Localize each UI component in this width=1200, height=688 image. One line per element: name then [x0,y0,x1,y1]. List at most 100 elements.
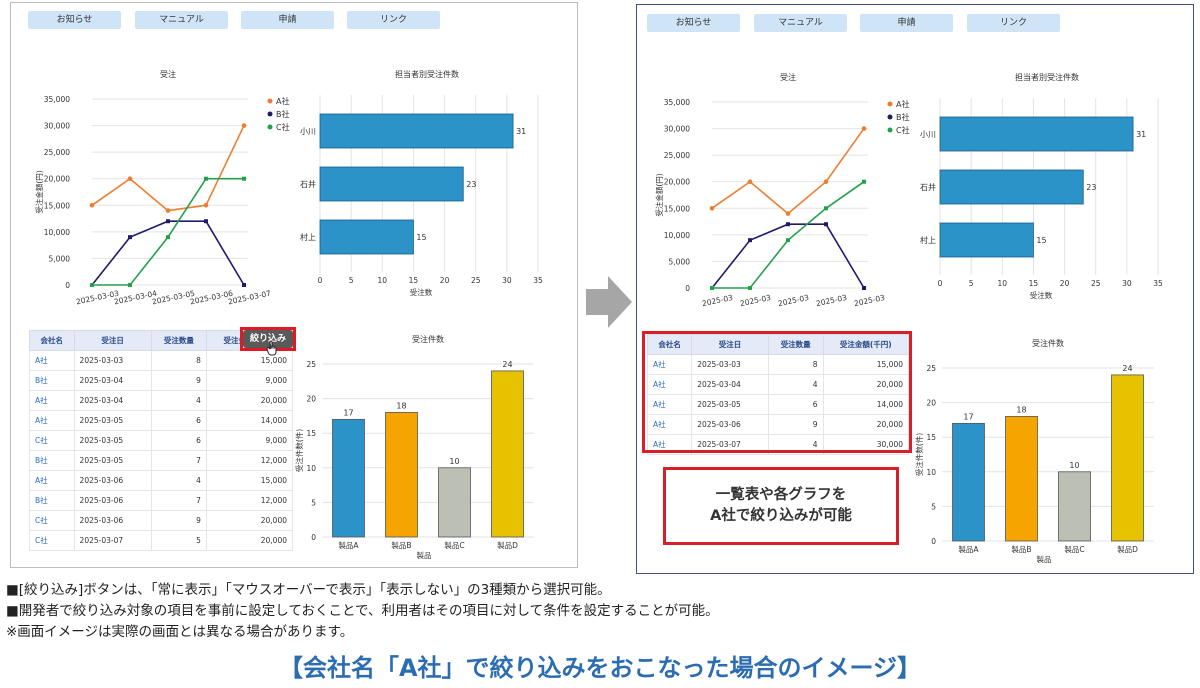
table-cell[interactable]: C社 [29,430,75,451]
nav-tab-manual[interactable]: マニュアル [754,14,847,32]
legend-marker-0 [267,98,273,104]
table-row[interactable]: A社 2025-03-04 4 20,000 [29,390,294,411]
nav-tab-application[interactable]: 申請 [241,11,334,29]
table-cell[interactable]: A社 [29,470,75,491]
table-cell: 12,000 [205,490,294,511]
column-header[interactable]: 受注金額(千円) [822,334,910,355]
orders-line-chart: 受注 35,000 30,000 25,000 20,000 15,000 10,000 5,… [34,69,290,306]
vbar-chart-title: 受注件数 [1032,338,1064,348]
orders-table-filtered: 会社名 受注日 受注数量 受注金額(千円) A社 2025-03-03 8 15,000 A社 2… [646,334,910,455]
callout-line-2: A社で絞り込みが可能 [710,508,852,524]
table-cell: 2025-03-05 [73,430,152,451]
nav-tab-notices[interactable]: お知らせ [28,11,121,29]
y-tick-label: 25 [926,364,936,373]
data-label: 31 [516,127,526,136]
data-label: 18 [1016,405,1026,414]
table-cell[interactable]: B社 [29,490,75,511]
table-cell[interactable]: B社 [29,450,75,471]
table-cell[interactable]: C社 [29,530,75,551]
data-point [748,238,752,243]
x-tick-label: 35 [533,276,543,285]
column-header[interactable]: 受注数量 [150,330,207,351]
table-cell[interactable]: A社 [29,390,75,411]
y-tick-label: 0 [311,533,316,542]
table-row[interactable]: A社 2025-03-05 6 14,000 [29,410,294,431]
x-tick-label: 30 [502,276,512,285]
y-tick-label: 15,000 [664,204,690,213]
y-tick-label: 5 [931,502,936,511]
data-point [204,219,208,224]
series-line-1 [91,220,245,286]
category-label: 製品B [391,540,411,550]
table-row[interactable]: A社 2025-03-06 4 15,000 [29,470,294,491]
table-cell: 2025-03-06 [73,470,152,491]
column-header[interactable]: 会社名 [646,334,693,355]
category-label: 製品D [497,540,518,550]
table-cell: 2025-03-03 [73,350,152,371]
data-point [786,222,790,227]
table-cell[interactable]: A社 [29,410,75,431]
line-chart-title: 受注 [780,72,796,82]
nav-tab-application[interactable]: 申請 [860,14,953,32]
table-cell: 4 [150,390,207,411]
filter-button[interactable]: 絞り込み [243,330,293,348]
table-row[interactable]: A社 2025-03-07 4 30,000 [646,434,910,455]
table-cell: 20,000 [205,390,294,411]
bar [952,422,985,542]
data-point [786,238,790,243]
category-label: 製品C [1064,544,1084,554]
table-row[interactable]: B社 2025-03-05 7 12,000 [29,450,294,471]
nav-tab-links[interactable]: リンク [967,14,1060,32]
table-row[interactable]: A社 2025-03-03 8 15,000 [29,350,294,371]
x-tick-label: 5 [969,279,974,288]
note-developer-settings: ■開発者で絞り込み対象の項目を事前に設定しておくことで、利用者はその項目に対して… [6,603,719,619]
table-cell[interactable]: B社 [29,370,75,391]
data-label: 10 [1069,461,1079,470]
column-header[interactable]: 会社名 [29,330,75,351]
data-point [90,283,94,287]
data-point [861,126,867,131]
legend-marker-1 [887,114,893,120]
table-cell: 7 [150,490,207,511]
nav-tab-manual[interactable]: マニュアル [135,11,228,29]
series-line-1 [711,223,865,289]
table-cell[interactable]: C社 [29,510,75,531]
nav-tab-notices[interactable]: お知らせ [647,14,740,32]
data-label: 15 [416,233,426,242]
series-line-0 [711,128,865,215]
y-tick-label: 0 [65,281,70,290]
bar [1111,374,1144,542]
table-cell: 14,000 [205,410,294,431]
table-cell: 7 [150,450,207,471]
y-tick-label: 10 [306,464,316,473]
table-row[interactable]: C社 2025-03-07 5 20,000 [29,530,294,551]
table-cell: 20,000 [205,530,294,551]
table-cell: 15,000 [205,470,294,491]
data-point [710,286,714,290]
table-cell[interactable]: A社 [29,350,75,371]
data-point [748,286,752,290]
x-tick-label: 20 [440,276,450,285]
y-tick-label: 20 [306,395,316,404]
table-row[interactable]: A社 2025-03-03 8 15,000 [646,354,910,375]
nav-tab-links[interactable]: リンク [347,11,440,29]
data-point [862,179,866,184]
table-row[interactable]: C社 2025-03-05 6 9,000 [29,430,294,451]
table-row[interactable]: C社 2025-03-06 9 20,000 [29,510,294,531]
column-header[interactable]: 受注日 [691,334,769,355]
data-label: 17 [343,408,353,417]
filtered-table-highlight [642,331,912,453]
legend-label: B社 [276,109,290,119]
table-cell: 12,000 [205,450,294,471]
table-row[interactable]: A社 2025-03-05 6 14,000 [646,394,910,415]
table-cell: 2025-03-04 [73,370,152,391]
table-cell[interactable]: A社 [646,434,693,455]
table-row[interactable]: B社 2025-03-04 9 9,000 [29,370,294,391]
category-label: 石井 [920,182,936,192]
legend-label: B社 [896,112,910,122]
table-row[interactable]: B社 2025-03-06 7 12,000 [29,490,294,511]
y-axis-label: 受注件数(件) [294,429,304,472]
data-point [203,202,209,208]
data-label: 23 [466,180,476,189]
column-header[interactable]: 受注日 [73,330,152,351]
